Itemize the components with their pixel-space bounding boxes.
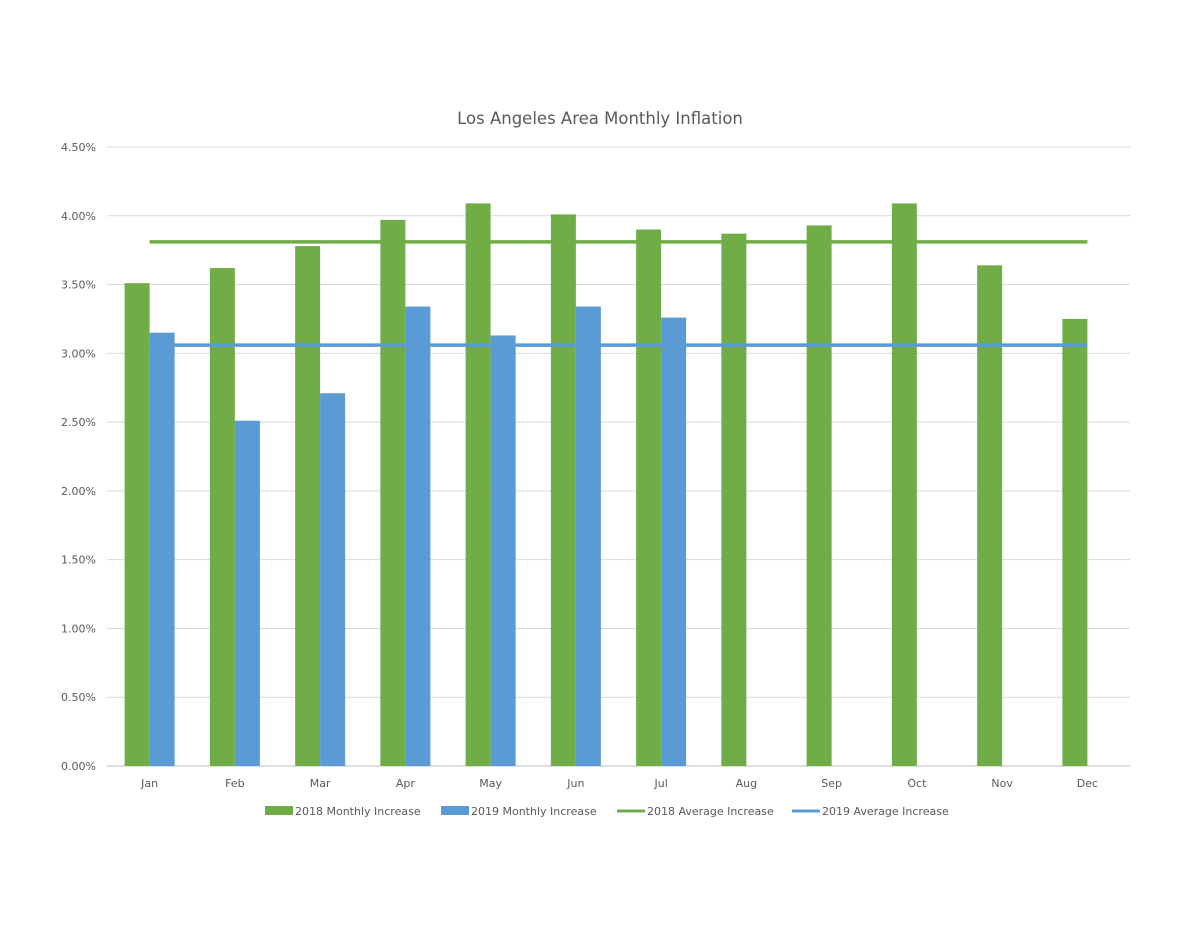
y-tick-label: 1.50% bbox=[61, 554, 96, 567]
legend-item: 2019 Average Increase bbox=[792, 805, 949, 818]
bar-2018-monthly-increase-dec bbox=[1062, 318, 1088, 766]
bar-2018-monthly-increase-sep bbox=[806, 225, 832, 766]
bar-2018-monthly-increase-may bbox=[465, 203, 491, 767]
x-tick-label: Sep bbox=[821, 777, 842, 790]
legend-label: 2019 Average Increase bbox=[822, 805, 949, 818]
bar-2018-monthly-increase-jul bbox=[636, 229, 662, 767]
y-tick-label: 1.00% bbox=[61, 622, 96, 635]
x-tick-label: Mar bbox=[310, 777, 331, 790]
x-tick-label: Jun bbox=[566, 777, 584, 790]
y-tick-label: 2.00% bbox=[61, 485, 96, 498]
legend-swatch bbox=[265, 806, 293, 815]
legend-item: 2018 Average Increase bbox=[617, 805, 774, 818]
bar-2018-monthly-increase-jun bbox=[550, 214, 576, 766]
bar-2018-monthly-increase-mar bbox=[295, 246, 321, 767]
bar-2019-monthly-increase-mar bbox=[320, 393, 346, 766]
legend-item: 2018 Monthly Increase bbox=[265, 805, 421, 818]
bar-2018-monthly-increase-jan bbox=[124, 283, 150, 766]
x-tick-label: Nov bbox=[991, 777, 1013, 790]
gridlines bbox=[107, 146, 1130, 767]
legend-label: 2018 Average Increase bbox=[647, 805, 774, 818]
x-tick-label: Feb bbox=[225, 777, 244, 790]
y-tick-label: 2.50% bbox=[61, 416, 96, 429]
x-axis-ticks: Jan Feb Mar Apr May Jun Jul Aug Sep Oct Nov Dec bbox=[140, 777, 1098, 790]
x-tick-label: Apr bbox=[396, 777, 416, 790]
legend-label: 2018 Monthly Increase bbox=[295, 805, 421, 818]
legend-swatch bbox=[441, 806, 469, 815]
bar-2019-monthly-increase-feb bbox=[234, 420, 260, 766]
x-tick-label: May bbox=[479, 777, 502, 790]
legend: 2018 Monthly Increase 2019 Monthly Increa… bbox=[265, 805, 949, 818]
y-tick-label: 0.00% bbox=[61, 760, 96, 773]
average-lines bbox=[149, 240, 1088, 347]
y-axis-ticks: 0.00% 0.50% 1.00% 1.50% 2.00% 2.50% 3.00% 3.50%… bbox=[61, 141, 96, 773]
x-tick-label: Jan bbox=[140, 777, 158, 790]
x-tick-label: Aug bbox=[736, 777, 757, 790]
chart-title: Los Angeles Area Monthly Inflation bbox=[457, 109, 743, 128]
legend-item: 2019 Monthly Increase bbox=[441, 805, 597, 818]
legend-label: 2019 Monthly Increase bbox=[471, 805, 597, 818]
bar-2019-monthly-increase-jun bbox=[575, 306, 601, 766]
y-tick-label: 4.00% bbox=[61, 210, 96, 223]
bars bbox=[124, 203, 1088, 767]
bar-2018-monthly-increase-nov bbox=[977, 265, 1003, 766]
bar-2019-monthly-increase-jan bbox=[149, 332, 175, 766]
y-tick-label: 4.50% bbox=[61, 141, 96, 154]
x-tick-label: Dec bbox=[1077, 777, 1098, 790]
x-tick-label: Jul bbox=[653, 777, 667, 790]
bar-2018-monthly-increase-apr bbox=[380, 219, 406, 767]
bar-2018-monthly-increase-oct bbox=[891, 203, 917, 767]
y-tick-label: 3.50% bbox=[61, 279, 96, 292]
bar-2018-monthly-increase-feb bbox=[209, 268, 235, 766]
bar-2019-monthly-increase-may bbox=[490, 335, 516, 766]
bar-2019-monthly-increase-jul bbox=[661, 317, 687, 766]
bar-2018-monthly-increase-aug bbox=[721, 233, 747, 766]
bar-2019-monthly-increase-apr bbox=[405, 306, 431, 766]
x-tick-label: Oct bbox=[907, 777, 927, 790]
y-tick-label: 0.50% bbox=[61, 691, 96, 704]
y-tick-label: 3.00% bbox=[61, 347, 96, 360]
